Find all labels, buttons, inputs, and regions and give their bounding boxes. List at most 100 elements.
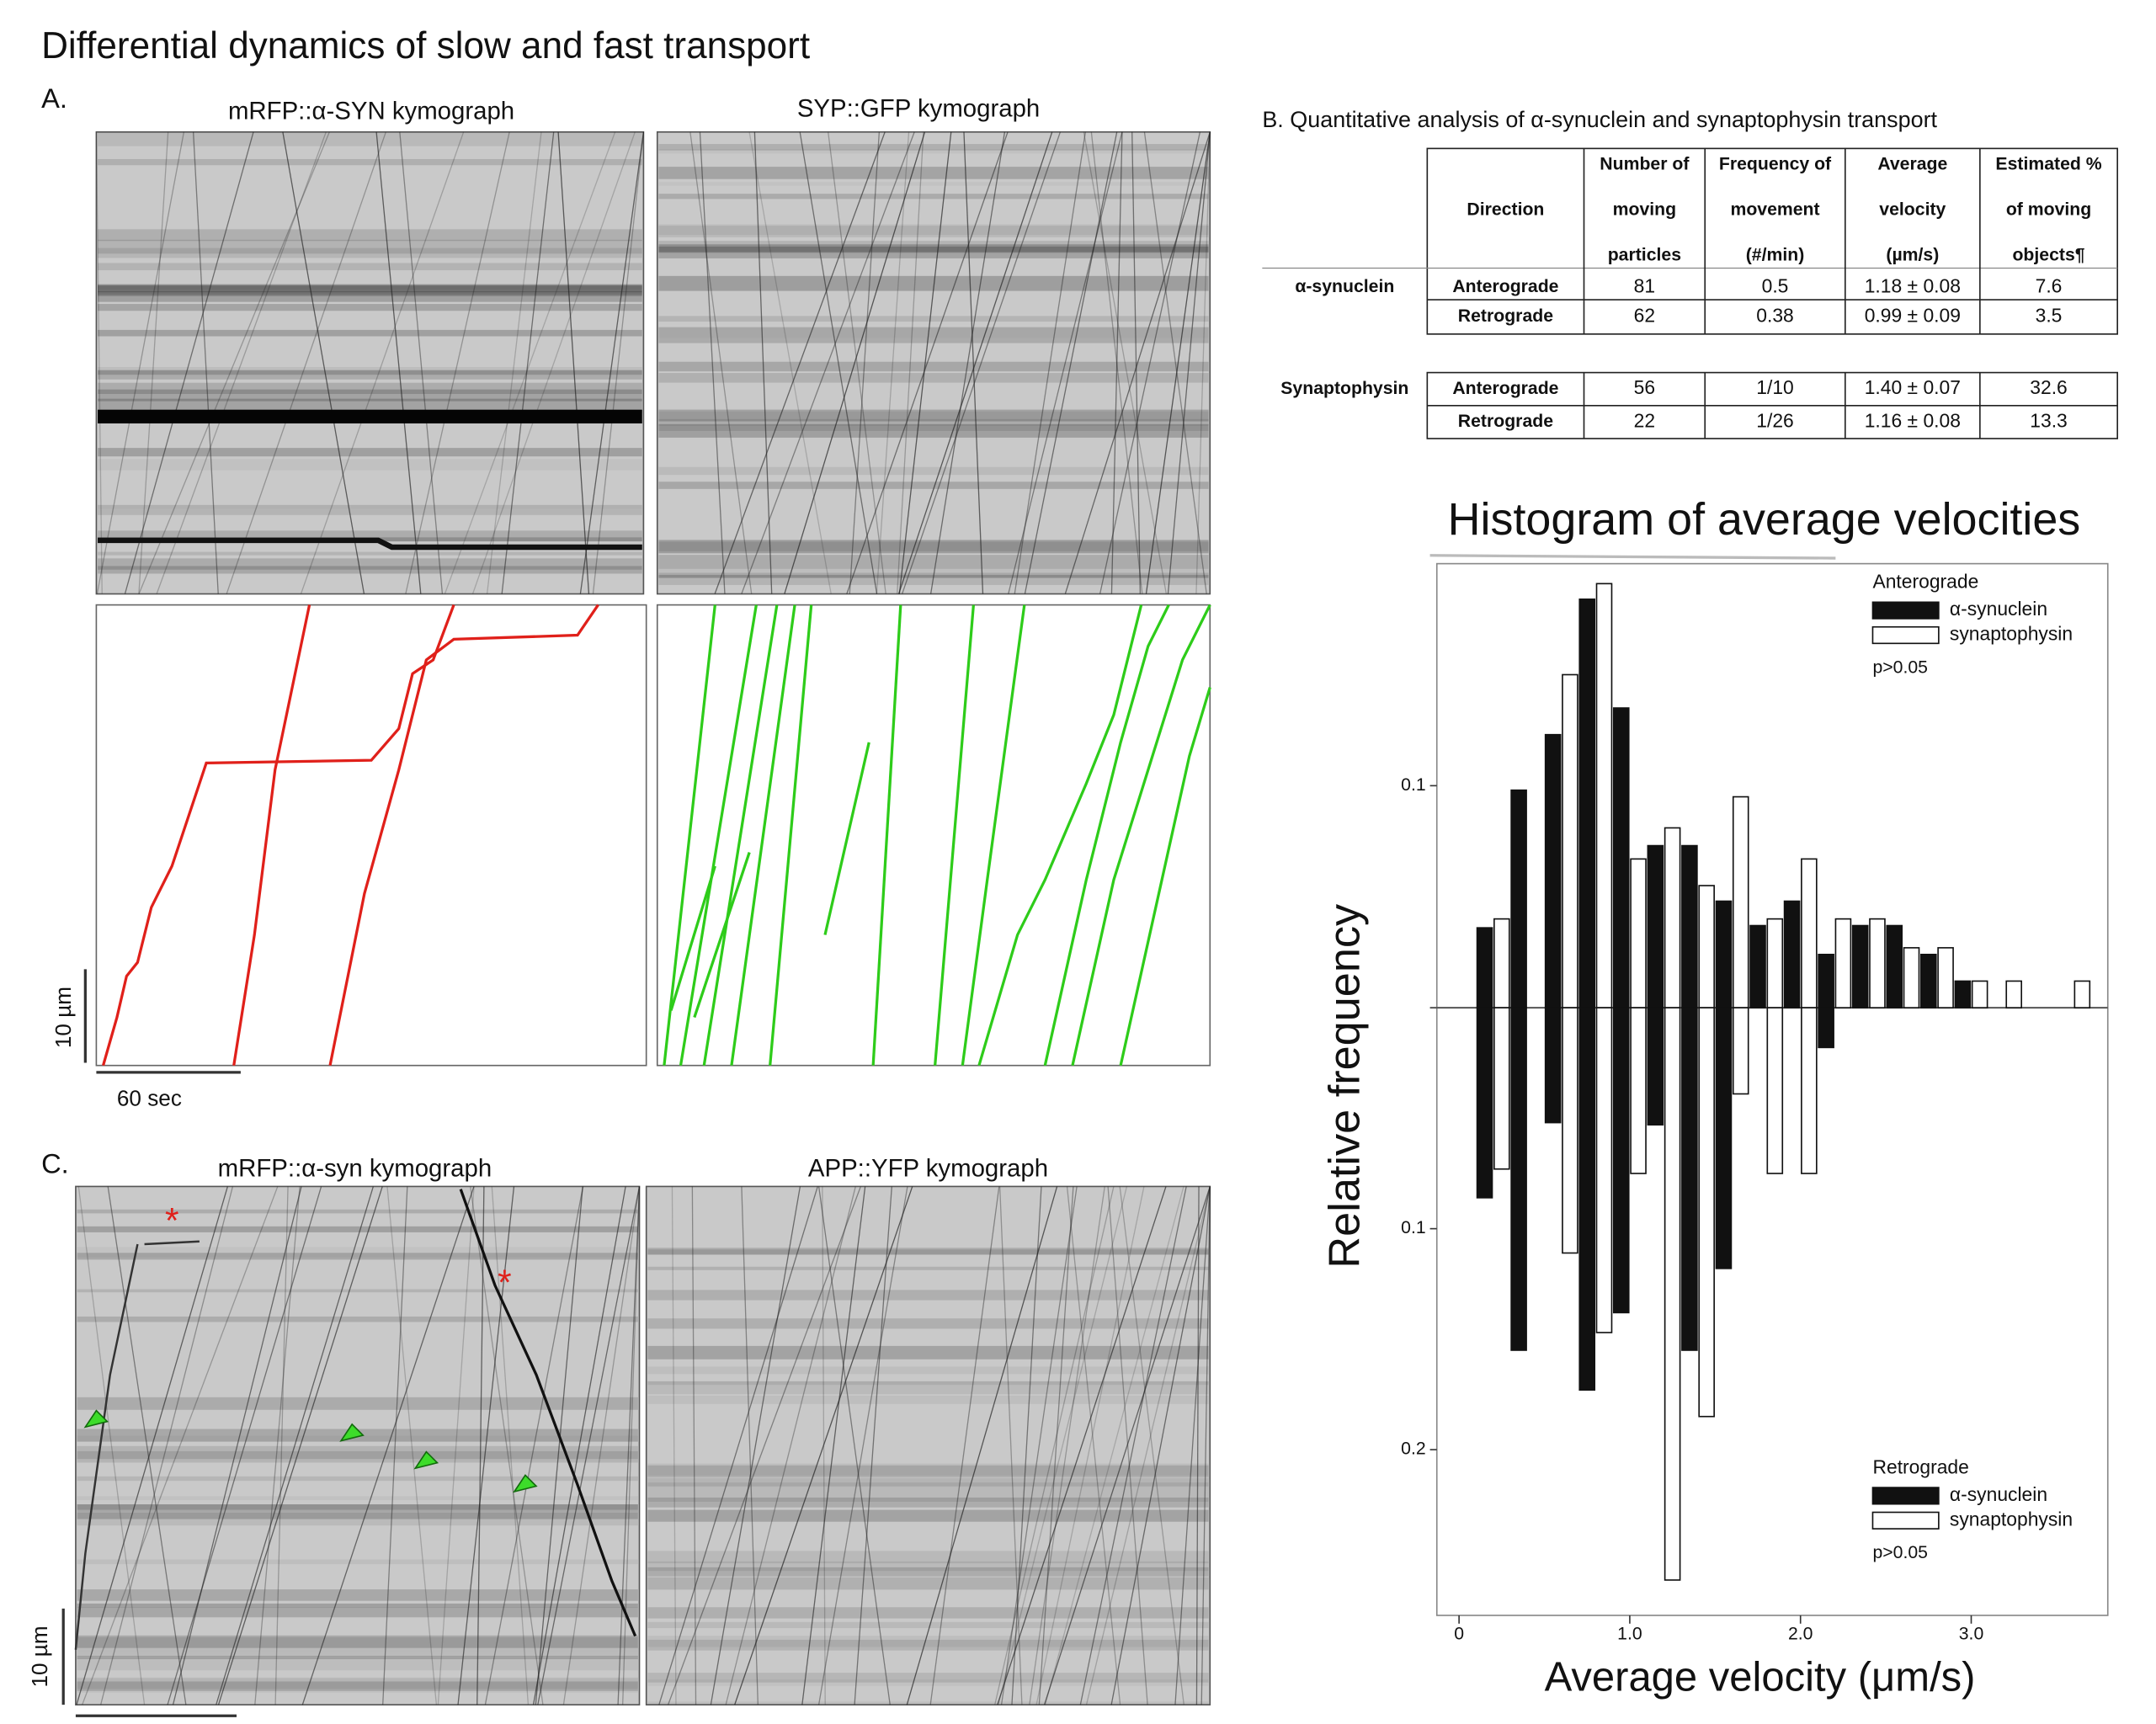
- kymo-band: [658, 149, 1209, 154]
- histogram: Histogram of average velocities Average v…: [1320, 494, 2109, 1700]
- kymo-band: [77, 1652, 638, 1657]
- kymo-track: [1131, 131, 1142, 594]
- kymo-band: [77, 1681, 638, 1691]
- kymo-band: [98, 285, 642, 290]
- kymo-track: [216, 1186, 375, 1705]
- kymo-band: [658, 244, 1209, 253]
- panel-label: B. Quantitative analysis of α-synuclein …: [1262, 107, 1937, 132]
- kymo-track: [828, 131, 886, 594]
- kymo-band: [658, 555, 1209, 569]
- bar: [1937, 947, 1954, 1008]
- bar: [1681, 1007, 1698, 1351]
- kymo-band: [658, 246, 1209, 258]
- kymo-track: [963, 131, 984, 594]
- legend-note: p>0.05: [1872, 1543, 1928, 1562]
- arrowhead: [339, 1423, 365, 1442]
- kymo-track: [557, 131, 590, 594]
- kymo-track: [1011, 1186, 1042, 1705]
- kymo-band: [77, 1655, 638, 1660]
- table-header: velocity: [1879, 200, 1946, 219]
- kymo-track: [784, 131, 926, 594]
- bar: [1510, 789, 1527, 1008]
- direction-cell: Anterograde: [1452, 277, 1558, 296]
- asterisk: *: [498, 1263, 512, 1302]
- kymo-track: [658, 1186, 818, 1705]
- kymo-band: [77, 1504, 638, 1519]
- kymo-band: [98, 284, 642, 296]
- panel-label: A.: [41, 82, 67, 114]
- chart-title: Histogram of average velocities: [1448, 494, 2081, 545]
- bar: [1544, 733, 1562, 1008]
- bar: [1562, 1007, 1578, 1254]
- kymo-band: [658, 338, 1209, 343]
- kymo-track: [501, 131, 555, 594]
- kymo-track: [617, 1186, 641, 1705]
- trace: [1119, 687, 1211, 1067]
- kymo-track: [217, 1186, 383, 1705]
- kymo-band: [647, 1477, 1209, 1487]
- kymo-band: [647, 1673, 1209, 1683]
- kymo-track: [1024, 131, 1118, 594]
- bar: [1715, 900, 1733, 1008]
- kymo-band: [647, 1463, 1209, 1477]
- kymo-band: [647, 1636, 1209, 1647]
- kymograph-title: SYP::GFP kymograph: [797, 94, 1040, 122]
- kymo-band: [98, 537, 642, 551]
- kymo-band: [647, 1465, 1209, 1478]
- kymo-track: [929, 1186, 1000, 1705]
- kymo-track: [1066, 1186, 1121, 1705]
- legend-swatch: [1871, 1511, 1940, 1530]
- kymo-band: [98, 329, 642, 337]
- bar: [1886, 924, 1903, 1008]
- kymo-track: [82, 1186, 279, 1705]
- kymo-band: [77, 1496, 638, 1501]
- scale-label: 10 µm: [27, 1626, 52, 1687]
- table-cell: 32.6: [2030, 376, 2068, 398]
- bar: [1630, 1007, 1647, 1174]
- kymo-track: [748, 131, 832, 594]
- kymo-band: [98, 158, 642, 166]
- kymo-track: [254, 1186, 301, 1705]
- kymo-track: [1014, 131, 1086, 594]
- kymo-track: [849, 131, 881, 594]
- kymo-band: [98, 566, 642, 574]
- bar: [1578, 598, 1596, 1008]
- kymo-band: [658, 423, 1209, 438]
- kymo-track: [301, 1186, 475, 1705]
- kymo-band: [658, 316, 1209, 322]
- kymo-track: [138, 131, 330, 594]
- kymograph-title: mRFP::α-SYN kymograph: [228, 98, 514, 125]
- kymo-track: [375, 131, 422, 594]
- bar: [1698, 1007, 1715, 1418]
- decor-line: [1429, 554, 1836, 560]
- kymo-track: [96, 131, 185, 594]
- trace: [769, 604, 813, 1066]
- trace: [977, 604, 1143, 1067]
- kymo-band: [77, 1589, 638, 1601]
- table-header: movement: [1730, 200, 1819, 219]
- kymo-band: [77, 1504, 638, 1510]
- direction-cell: Anterograde: [1452, 379, 1558, 398]
- kymo-track: [74, 1240, 200, 1650]
- table-cell: 22: [1634, 409, 1655, 431]
- trace: [679, 604, 758, 1066]
- kymo-track: [846, 131, 1009, 594]
- kymo-track: [192, 131, 219, 594]
- kymo-track: [897, 131, 1053, 594]
- bar: [1766, 918, 1784, 1008]
- direction-cell: Retrograde: [1458, 306, 1553, 326]
- kymo-track: [691, 1186, 697, 1705]
- kymo-track: [476, 1186, 485, 1705]
- kymo-band: [98, 290, 642, 302]
- trace: [1071, 604, 1211, 1067]
- legend-label: α-synuclein: [1950, 598, 2047, 620]
- table-header: (µm/s): [1886, 245, 1939, 264]
- kymo-track: [470, 1186, 544, 1705]
- kymo-band: [658, 361, 1209, 372]
- kymo-track: [622, 1186, 641, 1705]
- kymo-band: [98, 131, 642, 146]
- kymo-band: [647, 1551, 1209, 1564]
- row-group-label: Synaptophysin: [1280, 379, 1408, 398]
- kymo-track: [710, 1186, 801, 1705]
- table-cell: 7.6: [2036, 274, 2063, 296]
